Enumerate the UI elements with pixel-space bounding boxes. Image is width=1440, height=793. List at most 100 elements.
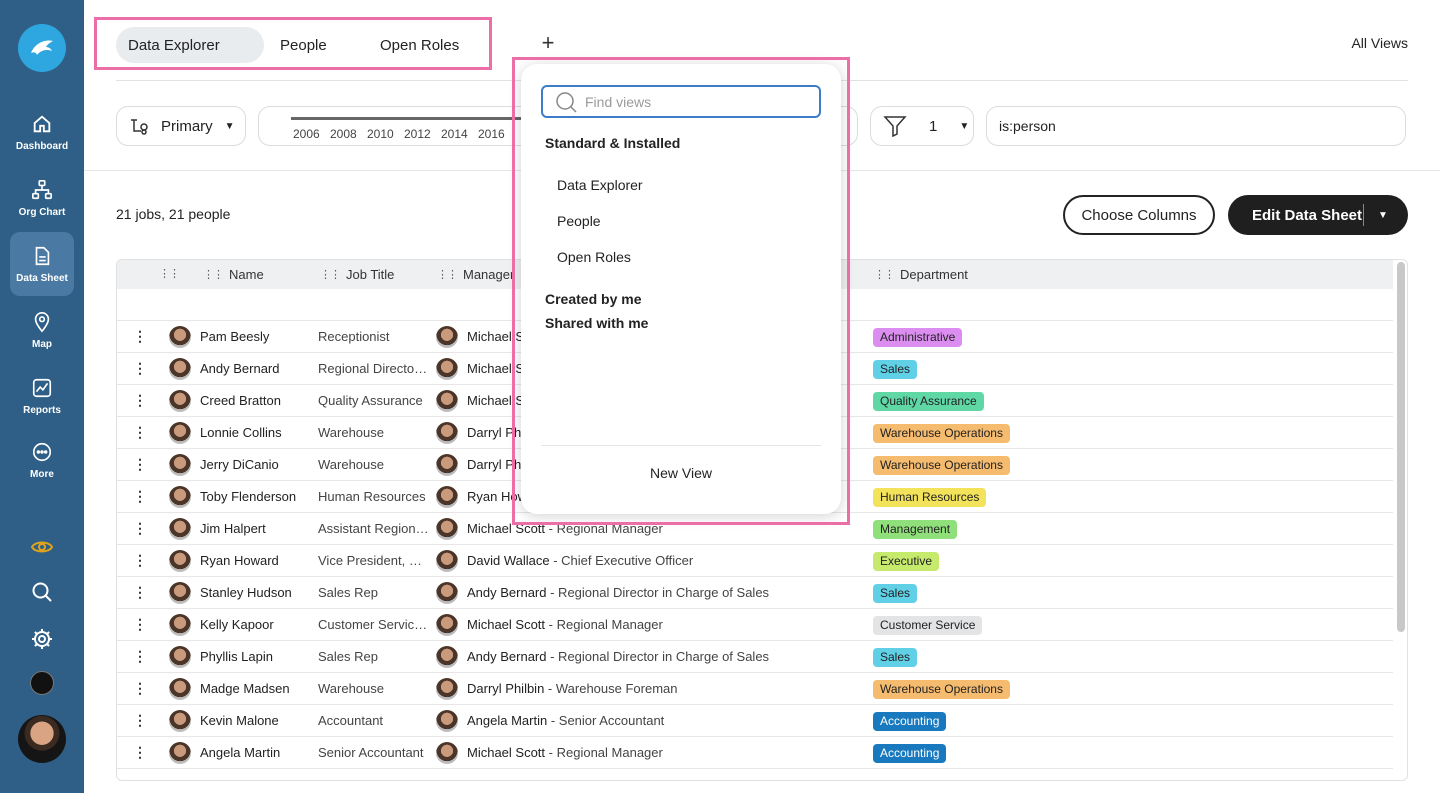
row-menu-icon[interactable]: ⋮	[133, 488, 147, 504]
tab-people[interactable]: People	[280, 36, 327, 54]
table-row[interactable]: ⋮ Angela Martin Senior Accountant Michael S…	[117, 737, 1393, 769]
row-menu-icon[interactable]: ⋮	[133, 712, 147, 728]
row-menu-icon[interactable]: ⋮	[133, 360, 147, 376]
company-logo-icon[interactable]	[30, 671, 54, 695]
sidebar-item-org-chart[interactable]: Org Chart	[10, 166, 74, 230]
gear-icon[interactable]	[29, 626, 55, 652]
column-header-manager[interactable]: ⋮⋮ Manager	[437, 267, 514, 282]
view-item-data-explorer[interactable]: Data Explorer	[557, 177, 643, 193]
manager-name[interactable]: Darryl Phi	[467, 457, 525, 472]
query-input[interactable]: is:person	[986, 106, 1406, 146]
column-grip-icon[interactable]: ⋮⋮	[159, 268, 180, 280]
table-row[interactable]: ⋮ Kevin Malone Accountant Angela Martin - S…	[117, 705, 1393, 737]
chevron-down-icon[interactable]: ▼	[1378, 209, 1388, 221]
dolphin-logo-icon[interactable]	[18, 24, 66, 72]
department-tag[interactable]: Warehouse Operations	[873, 424, 1010, 443]
find-views-input[interactable]	[585, 93, 805, 110]
department-tag[interactable]: Executive	[873, 552, 940, 571]
row-menu-icon[interactable]: ⋮	[133, 744, 147, 760]
person-name[interactable]: Lonnie Collins	[200, 425, 282, 440]
department-tag[interactable]: Accounting	[873, 744, 947, 763]
view-item-people[interactable]: People	[557, 213, 601, 229]
manager-name[interactable]: Michael Scott	[467, 745, 546, 760]
manager-name[interactable]: Darryl Phi	[467, 425, 525, 440]
department-tag[interactable]: Customer Service	[873, 616, 983, 635]
manager-name[interactable]: Michael Scott	[467, 617, 546, 632]
person-name[interactable]: Angela Martin	[200, 745, 281, 760]
manager-name[interactable]: David Wallace	[467, 553, 550, 568]
person-name[interactable]: Jerry DiCanio	[200, 457, 279, 472]
view-item-open-roles[interactable]: Open Roles	[557, 249, 631, 265]
department-tag[interactable]: Accounting	[873, 712, 947, 731]
row-menu-icon[interactable]: ⋮	[133, 456, 147, 472]
person-name[interactable]: Pam Beesly	[200, 329, 270, 344]
person-name[interactable]: Kelly Kapoor	[200, 617, 274, 632]
sidebar-item-dashboard[interactable]: Dashboard	[10, 100, 74, 164]
department-tag[interactable]: Management	[873, 520, 958, 539]
all-views-link[interactable]: All Views	[1351, 35, 1408, 51]
row-menu-icon[interactable]: ⋮	[133, 680, 147, 696]
sidebar-item-data-sheet[interactable]: Data Sheet	[10, 232, 74, 296]
search-icon[interactable]	[29, 579, 55, 605]
department-tag[interactable]: Sales	[873, 648, 918, 667]
timeline-track[interactable]	[291, 117, 531, 120]
sidebar-item-map[interactable]: Map	[10, 298, 74, 362]
avatar[interactable]	[18, 715, 66, 763]
section-created-by-me[interactable]: Created by me	[545, 291, 642, 307]
person-name[interactable]: Stanley Hudson	[200, 585, 292, 600]
department-tag[interactable]: Sales	[873, 584, 918, 603]
tab-data-explorer[interactable]: Data Explorer	[116, 27, 264, 63]
drag-handle-icon[interactable]: ⋮⋮	[874, 269, 895, 281]
department-tag[interactable]: Quality Assurance	[873, 392, 984, 411]
department-tag[interactable]: Warehouse Operations	[873, 456, 1010, 475]
manager-name[interactable]: Angela Martin	[467, 713, 548, 728]
drag-handle-icon[interactable]: ⋮⋮	[437, 269, 458, 281]
sidebar-item-more[interactable]: More	[10, 428, 74, 492]
choose-columns-button[interactable]: Choose Columns	[1063, 195, 1215, 235]
table-row[interactable]: ⋮ Jerry DiCanio Warehouse Darryl Phi Warehou…	[117, 449, 1393, 481]
row-menu-icon[interactable]: ⋮	[133, 328, 147, 344]
drag-handle-icon[interactable]: ⋮⋮	[320, 269, 341, 281]
filter-button[interactable]: 1 ▼	[870, 106, 974, 146]
section-shared-with-me[interactable]: Shared with me	[545, 315, 649, 331]
column-header-name[interactable]: ⋮⋮ Name	[203, 267, 264, 282]
primary-dropdown[interactable]: Primary ▼	[116, 106, 246, 146]
person-name[interactable]: Ryan Howard	[200, 553, 279, 568]
column-header-job-title[interactable]: ⋮⋮ Job Title	[320, 267, 394, 282]
department-tag[interactable]: Administrative	[873, 328, 963, 347]
row-menu-icon[interactable]: ⋮	[133, 552, 147, 568]
find-views-field[interactable]	[541, 85, 821, 118]
department-tag[interactable]: Human Resources	[873, 488, 987, 507]
row-menu-icon[interactable]: ⋮	[133, 648, 147, 664]
person-name[interactable]: Phyllis Lapin	[200, 649, 273, 664]
person-name[interactable]: Andy Bernard	[200, 361, 280, 376]
manager-name[interactable]: Andy Bernard	[467, 585, 547, 600]
table-row[interactable]: ⋮ Stanley Hudson Sales Rep Andy Bernard - R…	[117, 577, 1393, 609]
table-row[interactable]: ⋮ Madge Madsen Warehouse Darryl Philbin - W…	[117, 673, 1393, 705]
person-name[interactable]: Madge Madsen	[200, 681, 290, 696]
drag-handle-icon[interactable]: ⋮⋮	[203, 269, 224, 281]
manager-name[interactable]: Andy Bernard	[467, 649, 547, 664]
person-name[interactable]: Creed Bratton	[200, 393, 281, 408]
new-view-button[interactable]: New View	[650, 465, 712, 481]
tab-open-roles[interactable]: Open Roles	[380, 36, 460, 54]
manager-name[interactable]: Darryl Philbin	[467, 681, 545, 696]
row-menu-icon[interactable]: ⋮	[133, 584, 147, 600]
column-header-department[interactable]: ⋮⋮ Department	[874, 267, 968, 282]
manager-name[interactable]: Ryan How	[467, 489, 527, 504]
row-menu-icon[interactable]: ⋮	[133, 520, 147, 536]
edit-data-sheet-button[interactable]: Edit Data Sheet ▼	[1228, 195, 1408, 235]
person-name[interactable]: Jim Halpert	[200, 521, 266, 536]
add-view-icon[interactable]: +	[541, 30, 555, 55]
department-tag[interactable]: Sales	[873, 360, 918, 379]
table-row[interactable]: ⋮ Kelly Kapoor Customer Service… Michael Sc…	[117, 609, 1393, 641]
row-menu-icon[interactable]: ⋮	[133, 392, 147, 408]
person-name[interactable]: Toby Flenderson	[200, 489, 297, 504]
vertical-scrollbar[interactable]	[1397, 262, 1405, 632]
row-menu-icon[interactable]: ⋮	[133, 616, 147, 632]
eye-icon[interactable]	[29, 534, 55, 560]
table-row[interactable]: ⋮ Ryan Howard Vice President, N… David Wall…	[117, 545, 1393, 577]
row-menu-icon[interactable]: ⋮	[133, 424, 147, 440]
department-tag[interactable]: Warehouse Operations	[873, 680, 1010, 699]
person-name[interactable]: Kevin Malone	[200, 713, 279, 728]
